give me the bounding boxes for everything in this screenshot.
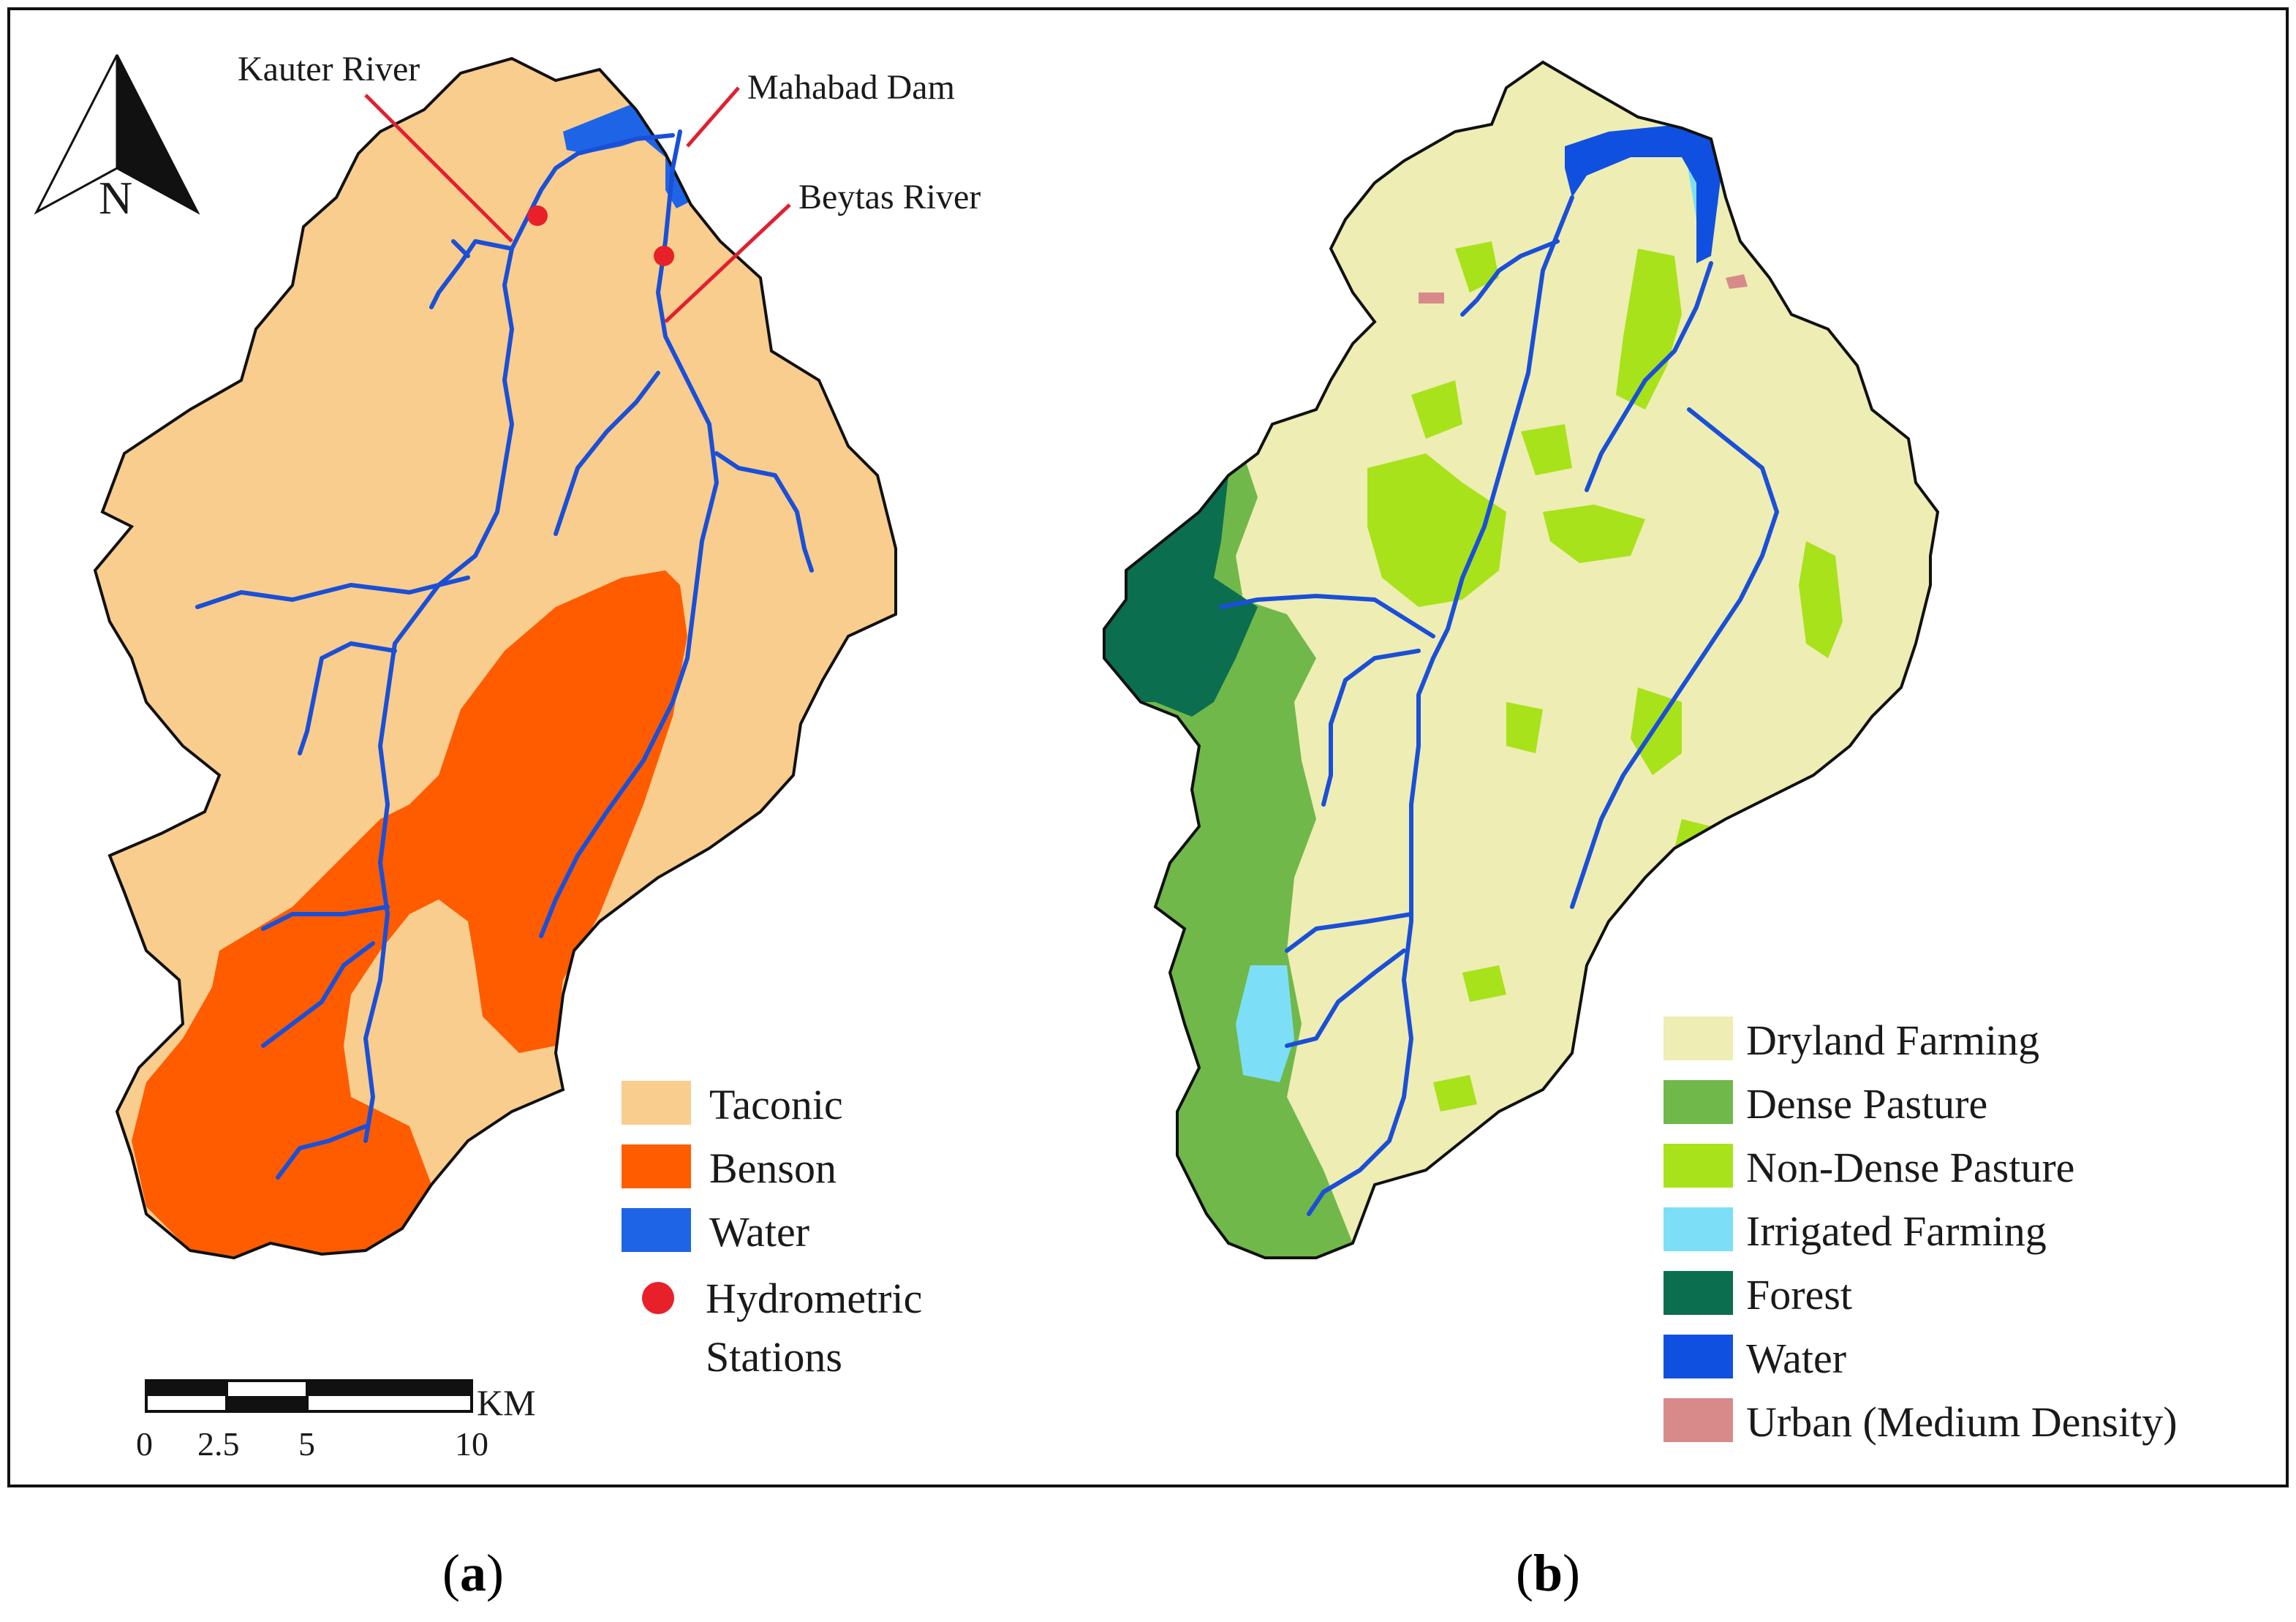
non-dense-pasture-patch bbox=[1462, 965, 1506, 1002]
urban-patch bbox=[1726, 274, 1748, 289]
legend-label-stations: Stations bbox=[706, 1333, 842, 1381]
mahabad-dam-leader bbox=[686, 86, 740, 148]
legend-symbol-hydrometric-station bbox=[642, 1282, 674, 1314]
river-b-branch-southwest-3 bbox=[1285, 948, 1406, 1048]
legend-label-benson: Benson bbox=[709, 1144, 837, 1192]
scale-tick-0: 0 bbox=[136, 1425, 153, 1463]
non-dense-pasture-patch bbox=[1455, 241, 1499, 293]
legend-swatch-dense-pasture bbox=[1664, 1080, 1733, 1124]
legend-label-taconic: Taconic bbox=[709, 1081, 843, 1128]
legend-label-irrigated-farming: Irrigated Farming bbox=[1746, 1207, 2047, 1255]
non-dense-pasture-patch bbox=[1367, 453, 1506, 607]
callout-beytas-river: Beytas River bbox=[798, 178, 981, 216]
benson-region bbox=[132, 570, 687, 1258]
hydrometric-station-kauter bbox=[527, 205, 548, 226]
legend-label-urban: Urban (Medium Density) bbox=[1746, 1398, 2178, 1446]
legend-label-non-dense-pasture: Non-Dense Pasture bbox=[1746, 1144, 2074, 1191]
legend-label-dryland-farming: Dryland Farming bbox=[1746, 1016, 2039, 1064]
legend-panel-a: Taconic Benson Water Hydrometric Station… bbox=[622, 1081, 922, 1381]
tributary-south-1 bbox=[261, 941, 375, 1048]
river-b-branch-southwest-1 bbox=[1321, 649, 1421, 807]
tributary-southwest bbox=[261, 905, 390, 931]
north-arrow: N bbox=[34, 54, 200, 224]
kauter-branch-northwest bbox=[451, 239, 470, 258]
caption-a-letter: a bbox=[459, 1544, 486, 1602]
river-b-branch-southwest-2 bbox=[1285, 912, 1413, 953]
reservoir-water bbox=[1565, 124, 1722, 263]
legend-swatch-dryland-farming bbox=[1664, 1016, 1733, 1060]
beytas-river bbox=[539, 129, 719, 938]
river-b-branch-east bbox=[1585, 261, 1713, 492]
scale-bar: KM 0 2.5 5 10 bbox=[136, 1379, 536, 1463]
river-b-east-main bbox=[1570, 407, 1779, 909]
legend-swatch-taconic bbox=[622, 1081, 691, 1125]
legend-label-water-b: Water bbox=[1746, 1335, 1846, 1382]
legend-panel-b: Dryland Farming Dense Pasture Non-Dense … bbox=[1664, 1016, 2178, 1446]
scale-segment-3-fill bbox=[307, 1381, 472, 1396]
caption-a: (a) bbox=[442, 1544, 504, 1602]
tributary-south-2 bbox=[276, 1124, 368, 1180]
non-dense-pasture-patch bbox=[1411, 380, 1462, 439]
callout-mahabad-dam: Mahabad Dam bbox=[747, 68, 955, 107]
legend-swatch-forest bbox=[1664, 1271, 1733, 1315]
river-b-branch-west bbox=[1219, 594, 1435, 638]
legend-swatch-non-dense-pasture bbox=[1664, 1144, 1733, 1188]
scale-segment-1-fill bbox=[146, 1381, 227, 1396]
scale-tick-5: 5 bbox=[298, 1425, 315, 1463]
river-b-branch-north bbox=[1460, 239, 1560, 317]
main-river-b bbox=[1307, 195, 1574, 1216]
legend-swatch-irrigated-farming bbox=[1664, 1207, 1733, 1251]
non-dense-pasture-patch bbox=[1616, 249, 1682, 410]
urban-patch bbox=[1419, 293, 1444, 303]
non-dense-pasture-patch bbox=[1521, 424, 1572, 475]
north-arrow-right-half bbox=[116, 54, 200, 215]
non-dense-pasture-patch bbox=[1506, 702, 1543, 753]
tributary-west-1 bbox=[195, 576, 470, 609]
non-dense-pasture-patch bbox=[1543, 505, 1645, 563]
north-arrow-label: N bbox=[99, 172, 132, 224]
kauter-river bbox=[363, 133, 675, 1143]
non-dense-pasture-patch bbox=[1799, 541, 1843, 658]
beytas-branch-east bbox=[714, 451, 814, 573]
legend-label-dense-pasture: Dense Pasture bbox=[1746, 1080, 1987, 1128]
hydrometric-station-beytas bbox=[654, 246, 674, 266]
beytas-river-leader bbox=[664, 203, 791, 323]
caption-b-letter: b bbox=[1533, 1544, 1563, 1602]
legend-label-hydrometric: Hydrometric bbox=[706, 1275, 922, 1322]
caption-b: (b) bbox=[1516, 1544, 1581, 1602]
kauter-branch-west bbox=[429, 239, 514, 309]
scale-unit-label: KM bbox=[477, 1382, 536, 1423]
irrigated-farming-patch bbox=[1236, 965, 1294, 1082]
legend-label-water: Water bbox=[709, 1208, 809, 1256]
scale-tick-2-5: 2.5 bbox=[197, 1425, 240, 1463]
scale-segment-2-fill bbox=[227, 1396, 307, 1411]
legend-swatch-urban bbox=[1664, 1398, 1733, 1442]
non-dense-pasture-patch bbox=[1433, 1075, 1477, 1112]
scale-tick-10: 10 bbox=[455, 1425, 488, 1463]
legend-swatch-benson bbox=[622, 1144, 691, 1188]
callout-kauter-river: Kauter River bbox=[238, 50, 420, 88]
tributary-west-2 bbox=[298, 641, 397, 755]
legend-swatch-water bbox=[1664, 1335, 1733, 1378]
river-network-b bbox=[1219, 195, 1779, 1216]
legend-swatch-water bbox=[622, 1208, 691, 1252]
legend-label-forest: Forest bbox=[1746, 1271, 1852, 1319]
beytas-branch-west bbox=[554, 371, 660, 536]
kauter-river-leader bbox=[364, 94, 513, 243]
river-network-a bbox=[195, 129, 814, 1180]
